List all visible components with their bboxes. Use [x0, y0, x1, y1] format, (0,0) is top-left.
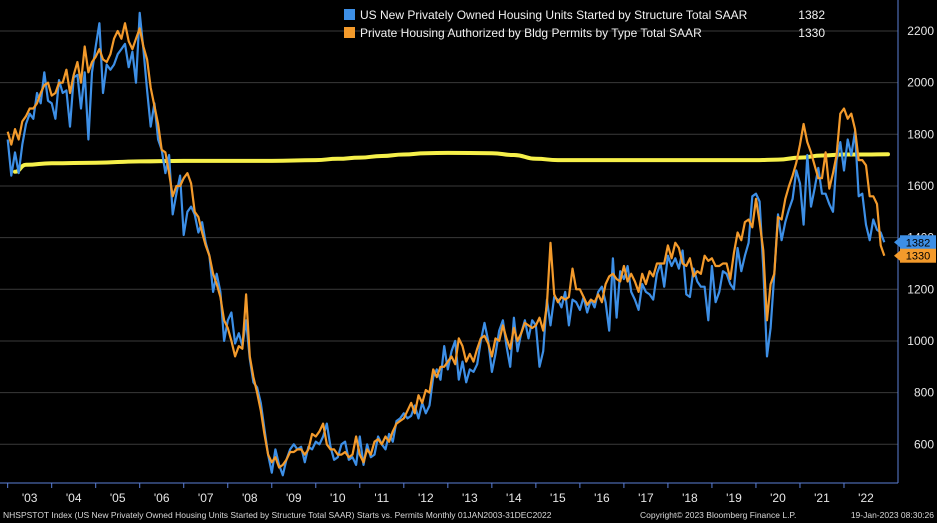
x-tick-label: '11	[374, 491, 389, 505]
legend: US New Privately Owned Housing Units Sta…	[344, 8, 825, 40]
y-tick-label: 2200	[907, 24, 934, 38]
x-tick-label: '18	[682, 491, 698, 505]
x-tick-label: '19	[726, 491, 742, 505]
footer-copyright: Copyright© 2023 Bloomberg Finance L.P.	[640, 510, 796, 520]
footer-timestamp: 19-Jan-2023 08:30:26	[851, 510, 934, 520]
x-tick-label: '05	[110, 491, 126, 505]
legend-swatch-permits	[344, 27, 355, 38]
y-tick-label: 600	[914, 437, 934, 451]
x-tick-label: '03	[22, 491, 38, 505]
x-tick-label: '08	[242, 491, 258, 505]
x-tick-label: '04	[66, 491, 82, 505]
series-layer	[6, 11, 890, 477]
y-tick-label: 1600	[907, 179, 934, 193]
badge-text: 1330	[906, 251, 930, 263]
footer: NHSPSTOT Index (US New Privately Owned H…	[3, 510, 934, 520]
y-tick-label: 1200	[907, 282, 934, 296]
legend-value-permits: 1330	[798, 26, 825, 40]
x-tick-label: '14	[506, 491, 522, 505]
badge-text: 1382	[906, 237, 930, 249]
y-tick-label: 1000	[907, 334, 934, 348]
x-tick-label: '22	[858, 491, 874, 505]
x-tick-label: '06	[154, 491, 170, 505]
footer-source: NHSPSTOT Index (US New Privately Owned H…	[3, 510, 552, 520]
series-line-trend	[13, 150, 890, 174]
series-line-permits	[6, 22, 886, 469]
x-tick-label: '17	[638, 491, 654, 505]
badge-pointer	[894, 237, 900, 248]
last-value-badges: 1382 1330	[894, 235, 936, 263]
legend-swatch-starts	[344, 9, 355, 20]
x-tick-label: '13	[462, 491, 478, 505]
x-tick-label: '10	[330, 491, 346, 505]
x-tick-label: '12	[418, 491, 434, 505]
badge-pointer	[894, 250, 900, 261]
x-tick-label: '09	[286, 491, 302, 505]
x-tick-label: '16	[594, 491, 610, 505]
legend-label-permits: Private Housing Authorized by Bldg Permi…	[360, 26, 702, 40]
x-tick-labels: '03 '04 '05 '06 '07 '08 '09 '10 '11 '12 '13 '14 '15 '…	[22, 491, 874, 505]
x-tick-label: '21	[814, 491, 830, 505]
x-tick-label: '15	[550, 491, 566, 505]
y-tick-label: 1800	[907, 127, 934, 141]
y-tick-label: 800	[914, 386, 934, 400]
legend-label-starts: US New Privately Owned Housing Units Sta…	[360, 8, 748, 22]
x-tick-label: '07	[198, 491, 214, 505]
y-tick-label: 2000	[907, 76, 934, 90]
badge-1382	[900, 235, 936, 250]
badge-1330	[900, 248, 936, 263]
x-tick-label: '20	[770, 491, 786, 505]
legend-value-starts: 1382	[798, 8, 825, 22]
